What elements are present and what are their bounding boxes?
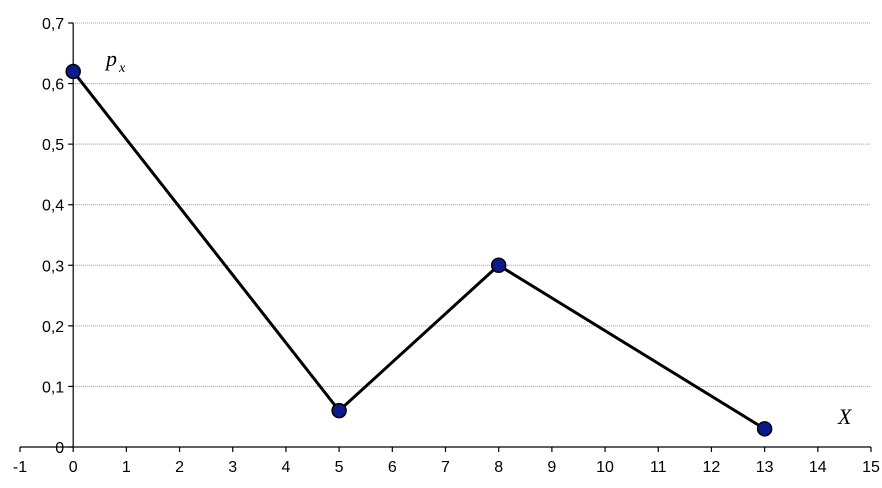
x-tick-label-0: -1 bbox=[13, 459, 27, 476]
data-point-1 bbox=[331, 402, 347, 419]
x-axis-title: X bbox=[837, 404, 853, 429]
y-tick-label-4: 0,4 bbox=[42, 198, 64, 215]
tick-labels: -1 0 1 2 3 4 5 6 7 8 9 10 11 12 13 14 1500,10,20,30,40,5… bbox=[13, 16, 880, 476]
x-tick-label-9: 8 bbox=[494, 459, 503, 476]
x-tick-label-8: 7 bbox=[441, 459, 450, 476]
y-tick-label-5: 0,5 bbox=[42, 137, 64, 154]
y-tick-label-2: 0,2 bbox=[42, 319, 64, 336]
x-tick-label-7: 6 bbox=[388, 459, 397, 476]
x-tick-label-3: 2 bbox=[175, 459, 184, 476]
axes bbox=[19, 22, 872, 452]
y-tick-label-7: 0,7 bbox=[42, 16, 64, 33]
y-axis-title-subscript: x bbox=[118, 61, 126, 76]
x-tick-label-5: 4 bbox=[281, 459, 290, 476]
x-tick-label-6: 5 bbox=[335, 459, 344, 476]
x-tick-label-1: 0 bbox=[69, 459, 78, 476]
data-point-2 bbox=[490, 257, 507, 274]
x-tick-label-2: 1 bbox=[122, 459, 131, 476]
data-point-3 bbox=[756, 421, 773, 437]
x-tick-label-13: 12 bbox=[703, 459, 721, 476]
x-tick-label-15: 14 bbox=[809, 459, 827, 476]
y-tick-label-1: 0,1 bbox=[42, 379, 64, 396]
y-tick-label-3: 0,3 bbox=[42, 258, 64, 275]
x-tick-label-10: 9 bbox=[547, 459, 556, 476]
data-point-0 bbox=[65, 63, 81, 80]
x-tick-label-12: 11 bbox=[650, 459, 667, 476]
x-tick-label-4: 3 bbox=[228, 459, 237, 476]
y-tick-label-0: 0 bbox=[55, 440, 64, 457]
series-group bbox=[65, 63, 773, 437]
series-line bbox=[72, 70, 766, 431]
y-tick-label-6: 0,6 bbox=[42, 77, 64, 94]
x-tick-label-16: 15 bbox=[862, 459, 880, 476]
grid-lines bbox=[73, 22, 871, 387]
x-tick-label-14: 13 bbox=[756, 459, 774, 476]
y-axis-title-main: p bbox=[104, 46, 117, 71]
x-tick-label-11: 10 bbox=[596, 459, 614, 476]
